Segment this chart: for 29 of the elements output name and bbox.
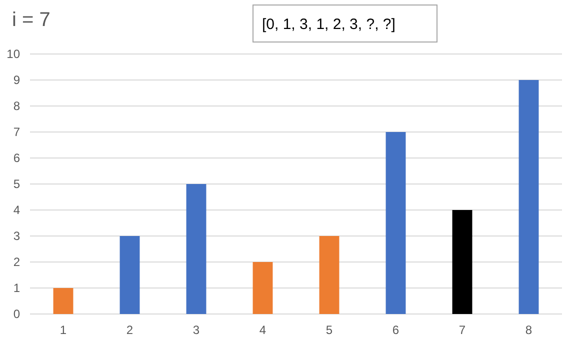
y-tick-label: 2 [13,255,20,270]
x-tick-label: 8 [525,323,532,337]
y-tick-label: 5 [13,177,20,192]
bar [518,80,539,314]
x-tick-label: 4 [259,323,266,337]
bar [319,236,340,314]
x-tick-label: 6 [392,323,400,337]
y-tick-label: 0 [13,307,20,322]
chart-title: i = 7 [12,9,50,31]
bar [53,288,74,314]
y-tick-label: 4 [13,203,20,218]
bar [186,184,206,314]
x-tick-label: 1 [60,323,67,337]
y-tick-label: 10 [6,47,20,62]
bar [452,210,472,314]
x-tick-label: 3 [192,323,200,337]
text: [0, 1, 3, 1, 2, 3, ?, ?] [262,16,396,33]
y-tick-label: 7 [13,125,20,140]
y-tick-label: 3 [13,229,20,244]
bar [386,132,406,314]
x-tick-label: 7 [458,323,466,337]
x-tick-label: 5 [326,323,333,337]
bar [120,236,140,314]
bar [252,262,273,314]
y-tick-label: 8 [13,99,20,114]
y-tick-label: 9 [13,73,20,88]
y-tick-label: 1 [13,281,20,296]
x-tick-label: 2 [126,323,134,337]
y-tick-label: 6 [13,151,20,166]
